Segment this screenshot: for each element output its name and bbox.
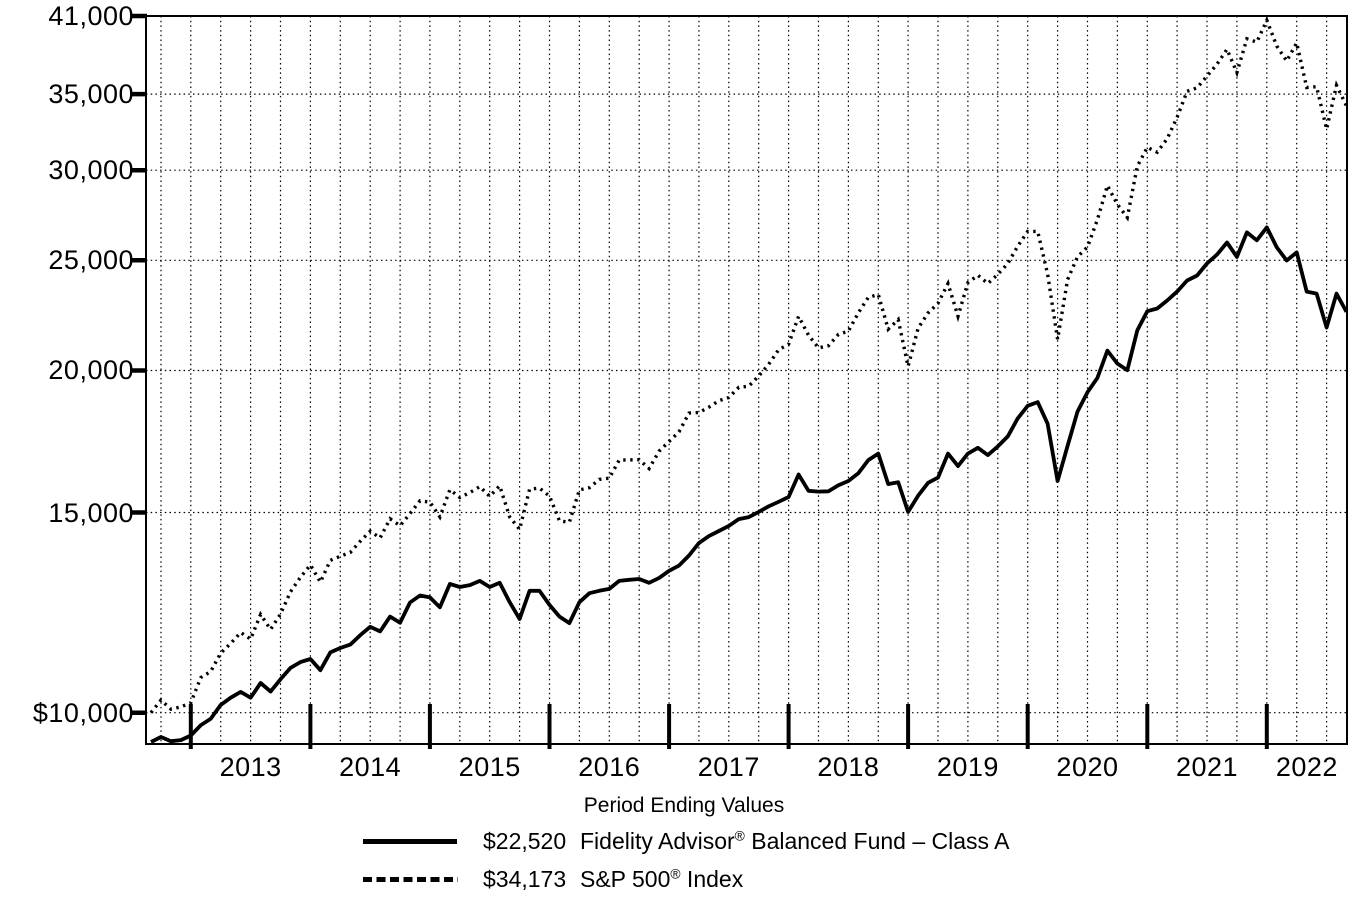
series-line-balanced-fund: [150, 225, 1349, 744]
y-axis-label: 15,000: [48, 497, 134, 528]
legend-index-final-value: $34,173: [483, 866, 567, 892]
plot-border: [145, 15, 1348, 745]
axis-title-period-ending-values: Period Ending Values: [583, 794, 785, 817]
x-axis-label-2021: 2021: [1175, 752, 1239, 782]
x-axis-label-2022: 2022: [1275, 752, 1338, 782]
index-name-text: S&P 500: [580, 866, 671, 892]
x-axis-label-2015: 2015: [458, 752, 521, 782]
y-axis-label: 35,000: [48, 79, 134, 110]
fund-name-text-cont: Balanced Fund – Class A: [744, 828, 1010, 854]
index-name-text-cont: Index: [680, 866, 744, 892]
x-axis-label-2020: 2020: [1056, 752, 1119, 782]
x-axis-label-2016: 2016: [578, 752, 641, 782]
x-axis-label-2013: 2013: [219, 752, 282, 782]
y-axis-label: 25,000: [48, 245, 134, 276]
series-line-sp500-index: [149, 15, 1349, 714]
y-axis-label: 30,000: [48, 155, 134, 186]
legend-dotted-line-swatch: [363, 877, 458, 882]
x-axis-label-2017: 2017: [697, 752, 760, 782]
registered-mark: ®: [670, 866, 681, 882]
legend-index-name: S&P 500® Index: [580, 866, 743, 893]
registered-mark: ®: [734, 828, 745, 844]
legend-fund-final-value: $22,520: [483, 828, 567, 854]
y-axis-label: $10,000: [32, 697, 134, 728]
x-axis-label-2018: 2018: [817, 752, 880, 782]
fund-name-text: Fidelity Advisor: [580, 828, 735, 854]
legend-solid-line-swatch: [363, 839, 457, 844]
y-axis-label: 41,000: [48, 1, 134, 31]
x-axis-label-2014: 2014: [339, 752, 402, 782]
x-axis-label-2019: 2019: [936, 752, 999, 782]
y-axis-label: 20,000: [48, 355, 134, 386]
legend-fund-name: Fidelity Advisor® Balanced Fund – Class …: [580, 828, 1010, 855]
